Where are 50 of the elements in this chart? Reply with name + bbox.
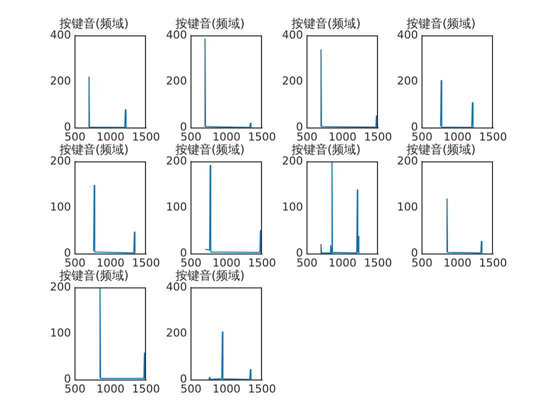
x-tick-label: 1000 xyxy=(96,382,124,396)
y-tick-label: 100 xyxy=(50,200,71,214)
y-tick-label: 200 xyxy=(50,280,71,294)
x-tick-label: 1500 xyxy=(248,256,276,270)
x-tick-label: 1500 xyxy=(364,130,392,144)
chart-title: 按键音(频域) xyxy=(59,16,129,30)
y-tick-label: 200 xyxy=(50,74,71,88)
x-tick-label: 1500 xyxy=(132,382,160,396)
y-tick-label: 100 xyxy=(397,200,418,214)
y-tick-label: 400 xyxy=(166,28,187,42)
x-tick-label: 1000 xyxy=(328,130,356,144)
y-tick-label: 100 xyxy=(50,326,71,340)
y-tick-label: 200 xyxy=(166,326,187,340)
y-tick-label: 400 xyxy=(282,28,303,42)
x-tick-label: 1000 xyxy=(212,256,240,270)
chart-title: 按键音(频域) xyxy=(291,142,361,156)
y-tick-label: 200 xyxy=(282,154,303,168)
x-tick-label: 1500 xyxy=(479,130,508,144)
x-tick-label: 1500 xyxy=(132,256,160,270)
x-tick-label: 1000 xyxy=(212,382,240,396)
chart-title: 按键音(频域) xyxy=(406,16,476,30)
y-tick-label: 100 xyxy=(282,200,303,214)
y-tick-label: 400 xyxy=(397,28,418,42)
chart-title: 按键音(频域) xyxy=(291,16,361,30)
x-tick-label: 1500 xyxy=(248,130,276,144)
chart-title: 按键音(频域) xyxy=(175,268,245,282)
chart-title: 按键音(频域) xyxy=(59,142,129,156)
x-tick-label: 1000 xyxy=(444,130,472,144)
chart-title: 按键音(频域) xyxy=(175,16,245,30)
y-tick-label: 400 xyxy=(50,28,71,42)
x-tick-label: 1500 xyxy=(248,382,276,396)
y-tick-label: 100 xyxy=(166,200,187,214)
x-tick-label: 1000 xyxy=(328,256,356,270)
y-tick-label: 200 xyxy=(50,154,71,168)
y-tick-label: 200 xyxy=(397,154,418,168)
x-tick-label: 1500 xyxy=(479,256,508,270)
y-tick-label: 200 xyxy=(166,74,187,88)
chart-title: 按键音(频域) xyxy=(59,268,129,282)
x-tick-label: 1500 xyxy=(132,130,160,144)
y-tick-label: 200 xyxy=(166,154,187,168)
chart-title: 按键音(频域) xyxy=(175,142,245,156)
x-tick-label: 1000 xyxy=(212,130,240,144)
y-tick-label: 200 xyxy=(397,74,418,88)
x-tick-label: 1000 xyxy=(96,130,124,144)
x-tick-label: 1000 xyxy=(444,256,472,270)
y-tick-label: 400 xyxy=(166,280,187,294)
y-tick-label: 200 xyxy=(282,74,303,88)
x-tick-label: 1500 xyxy=(364,256,392,270)
x-tick-label: 1000 xyxy=(96,256,124,270)
chart-title: 按键音(频域) xyxy=(406,142,476,156)
